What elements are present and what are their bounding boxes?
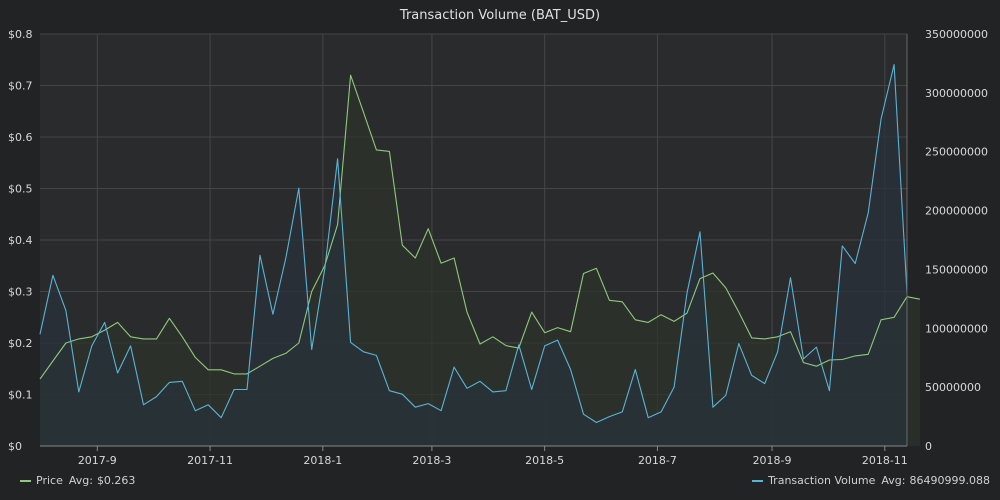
legend-avg-value-transaction-volume: 86490999.088 xyxy=(909,474,990,487)
y-right-tick-label: 350000000 xyxy=(925,28,988,41)
series-areas xyxy=(40,64,920,446)
legend-avg-label-price: Avg: xyxy=(68,474,93,487)
y-left-tick-label: $0.7 xyxy=(8,80,33,93)
series-area-transaction-volume xyxy=(40,64,907,446)
legend-label-transaction-volume: Transaction Volume xyxy=(768,474,876,487)
y-right-tick-label: 250000000 xyxy=(925,146,988,159)
series-lines xyxy=(39,64,921,424)
x-tick-label: 2018-5 xyxy=(525,454,564,467)
x-tick-label: 2018-7 xyxy=(638,454,677,467)
y-left-tick-label: $0.2 xyxy=(8,337,33,350)
legend-swatch-price xyxy=(20,479,31,482)
x-tick-label: 2017-9 xyxy=(78,454,117,467)
x-tick-label: 2018-1 xyxy=(303,454,342,467)
y-right-tick-label: 300000000 xyxy=(925,87,988,100)
legend-label-price: Price xyxy=(36,474,63,487)
y-left-tick-label: $0.3 xyxy=(8,286,33,299)
x-tick-label: 2017-11 xyxy=(187,454,233,467)
y-right-tick-label: 200000000 xyxy=(925,205,988,218)
x-tick-label: 2018-3 xyxy=(412,454,451,467)
chart-title: Transaction Volume (BAT_USD) xyxy=(399,8,600,23)
legend-avg-label-transaction-volume: Avg: xyxy=(881,474,906,487)
y-left-tick-label: $0.1 xyxy=(8,389,33,402)
y-left-tick-label: $0.8 xyxy=(8,28,33,41)
series-line-price[interactable] xyxy=(39,74,921,380)
axes: $0 $0.1 $0.2 $0.3 $0.4 $0.5 $0.6 $0.7 $0.8 0 50000… xyxy=(8,28,988,467)
y-left-tick-label: $0.4 xyxy=(8,234,33,247)
x-tick-label: 2018-9 xyxy=(753,454,792,467)
y-right-tick-label: 0 xyxy=(925,440,932,453)
y-left-tick-label: $0.6 xyxy=(8,131,33,144)
y-right-tick-label: 50000000 xyxy=(925,381,981,394)
legend-item-price[interactable]: Price Avg: $0.263 xyxy=(20,474,135,487)
legend-avg-value-price: $0.263 xyxy=(96,474,136,487)
y-left-tick-label: $0.5 xyxy=(8,183,33,196)
y-left-tick-label: $0 xyxy=(8,440,22,453)
y-right-tick-label: 100000000 xyxy=(925,322,988,335)
y-right-tick-label: 150000000 xyxy=(925,263,988,276)
x-tick-label: 2018-11 xyxy=(862,454,908,467)
legend-item-transaction-volume[interactable]: Transaction Volume Avg: 86490999.088 xyxy=(752,474,990,487)
legend-swatch-transaction-volume xyxy=(752,479,764,482)
series-line-transaction-volume[interactable] xyxy=(39,64,908,424)
